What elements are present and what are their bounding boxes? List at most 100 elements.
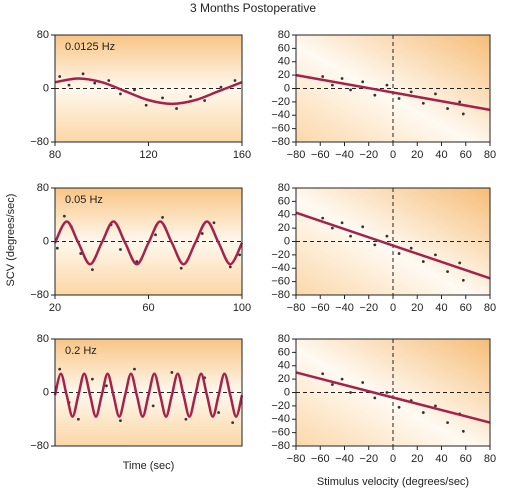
data-point xyxy=(461,112,465,116)
x-tick-label: −80 xyxy=(287,302,306,314)
data-point xyxy=(340,377,344,381)
plot-frame xyxy=(54,187,243,296)
x-tick-label: 20 xyxy=(411,302,423,314)
fit-line xyxy=(54,77,243,106)
x-tick-label: 0 xyxy=(390,302,396,314)
y-tick-label: −80 xyxy=(271,289,290,301)
data-point xyxy=(434,404,437,408)
data-point xyxy=(217,411,221,414)
y-tick-label: 0 xyxy=(43,386,49,398)
y-tick-label: −80 xyxy=(30,440,49,452)
data-point xyxy=(409,90,413,94)
data-point xyxy=(119,419,122,422)
x-tick-label: −60 xyxy=(311,302,330,314)
data-point xyxy=(179,266,183,270)
y-tick-label: −20 xyxy=(271,249,290,261)
frequency-label: 0.2 Hz xyxy=(65,345,97,357)
y-tick-label: −20 xyxy=(271,400,290,412)
y-tick-label: 80 xyxy=(37,182,49,194)
data-point xyxy=(330,226,334,230)
data-point xyxy=(421,411,425,414)
data-point xyxy=(67,83,71,87)
x-tick-label: −40 xyxy=(335,149,354,161)
y-tick-label: −40 xyxy=(271,109,290,121)
y-tick-label: 20 xyxy=(278,373,290,385)
y-tick-label: 40 xyxy=(278,209,290,221)
x-tick-label: −40 xyxy=(335,453,354,465)
x-tick-label: 100 xyxy=(233,302,251,314)
y-tick-label: −80 xyxy=(271,136,290,148)
data-point xyxy=(421,260,425,263)
data-point xyxy=(361,80,365,84)
fit-line xyxy=(295,211,491,280)
data-point xyxy=(119,92,122,96)
y-tick-label: −80 xyxy=(271,440,290,452)
data-point xyxy=(458,100,462,104)
data-point xyxy=(397,97,401,100)
data-point xyxy=(154,233,157,237)
data-point xyxy=(397,252,401,255)
data-point xyxy=(175,107,178,110)
y-tick-label: −80 xyxy=(30,289,49,301)
frequency-label: 0.0125 Hz xyxy=(65,41,115,53)
figure-title: 3 Months Postoperative xyxy=(190,1,316,15)
data-point xyxy=(361,225,365,229)
data-point xyxy=(330,383,334,386)
data-point xyxy=(385,83,389,87)
data-point xyxy=(62,214,66,218)
y-tick-label: 80 xyxy=(278,333,290,345)
x-tick-label: 60 xyxy=(142,302,154,314)
data-point xyxy=(79,252,83,255)
y-tick-label: −40 xyxy=(271,413,290,425)
y-tick-label: 60 xyxy=(278,195,290,207)
x-tick-label: −20 xyxy=(359,149,378,161)
fit-line xyxy=(53,220,244,266)
x-tick-label: 40 xyxy=(435,149,447,161)
x-tick-label: 160 xyxy=(233,149,251,161)
x-tick-label: −40 xyxy=(335,302,354,314)
data-point xyxy=(105,384,108,388)
x-tick-label: 120 xyxy=(139,149,157,161)
data-point xyxy=(200,232,204,235)
x-tick-label: 60 xyxy=(460,453,472,465)
data-point xyxy=(161,96,164,100)
data-point xyxy=(189,95,192,98)
data-point xyxy=(233,79,237,82)
y-tick-label: −60 xyxy=(271,123,290,135)
data-point xyxy=(228,265,232,269)
data-point xyxy=(119,248,122,251)
x-tick-label: −80 xyxy=(287,453,306,465)
x-tick-label: 20 xyxy=(411,453,423,465)
y-tick-label: 0 xyxy=(43,235,49,247)
x-tick-label: −60 xyxy=(311,149,330,161)
plot-frame xyxy=(295,187,491,296)
y-tick-label: 0 xyxy=(43,82,49,94)
data-point xyxy=(107,79,111,82)
data-point xyxy=(170,371,174,374)
data-point xyxy=(434,92,437,96)
data-point xyxy=(409,246,413,250)
data-point xyxy=(340,77,344,80)
data-point xyxy=(321,216,325,220)
data-point xyxy=(385,234,389,238)
plot-frame xyxy=(295,34,491,143)
x-tick-label: 60 xyxy=(460,302,472,314)
data-point xyxy=(349,88,352,92)
data-point xyxy=(91,268,94,271)
data-point xyxy=(321,75,325,78)
x-axis-label: Stimulus velocity (degrees/sec) xyxy=(317,476,469,488)
data-point xyxy=(373,243,377,247)
x-tick-label: 80 xyxy=(49,149,61,161)
y-tick-label: 0 xyxy=(284,235,290,247)
data-point xyxy=(446,270,449,273)
x-tick-label: −20 xyxy=(359,453,378,465)
x-tick-label: −20 xyxy=(359,302,378,314)
y-tick-label: 80 xyxy=(278,182,290,194)
data-point xyxy=(219,85,223,89)
data-point xyxy=(421,101,425,105)
data-point xyxy=(349,391,352,394)
data-point xyxy=(446,107,449,110)
y-tick-label: −80 xyxy=(30,136,49,148)
data-point xyxy=(385,391,389,394)
